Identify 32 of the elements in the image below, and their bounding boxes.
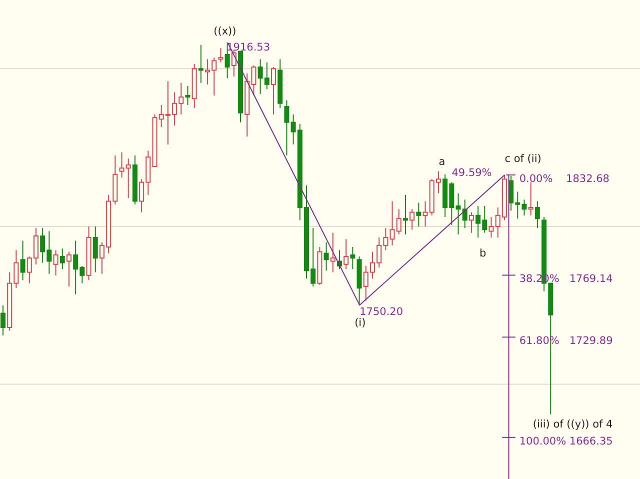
ref-line-label: 100.00% 1666.35 <box>519 435 613 448</box>
annotation: b <box>480 248 487 260</box>
candlestick <box>60 248 65 270</box>
candlestick <box>284 100 290 156</box>
annotation: ((x)) <box>214 26 236 38</box>
candlestick <box>410 208 415 230</box>
candlestick <box>330 232 336 273</box>
candlestick <box>66 251 72 287</box>
candlestick <box>468 212 474 234</box>
candlestick <box>534 200 540 229</box>
candlestick <box>0 304 6 336</box>
candlestick <box>344 238 349 270</box>
candlestick <box>198 44 204 84</box>
candlestick <box>20 240 26 281</box>
candlestick <box>53 250 58 276</box>
candlestick <box>185 86 190 106</box>
annotation: 49.59% <box>452 167 492 180</box>
candlestick <box>218 48 224 63</box>
candlestick <box>402 194 408 235</box>
ref-line-label: 0.00% 1832.68 <box>519 172 610 185</box>
candlestick <box>416 202 422 227</box>
annotation: (i) <box>354 317 366 330</box>
annotation: c of (ii) <box>504 152 542 165</box>
annotation: a <box>438 156 446 168</box>
annotation: (iii) of ((y)) of 4 <box>532 418 614 430</box>
candlestick <box>92 226 98 273</box>
candlestick <box>528 182 534 216</box>
annotation: 1750.20 <box>360 306 404 318</box>
candlestick <box>488 216 494 238</box>
candlestick <box>271 66 276 115</box>
candlestick <box>324 242 329 272</box>
candlestick <box>350 246 356 270</box>
